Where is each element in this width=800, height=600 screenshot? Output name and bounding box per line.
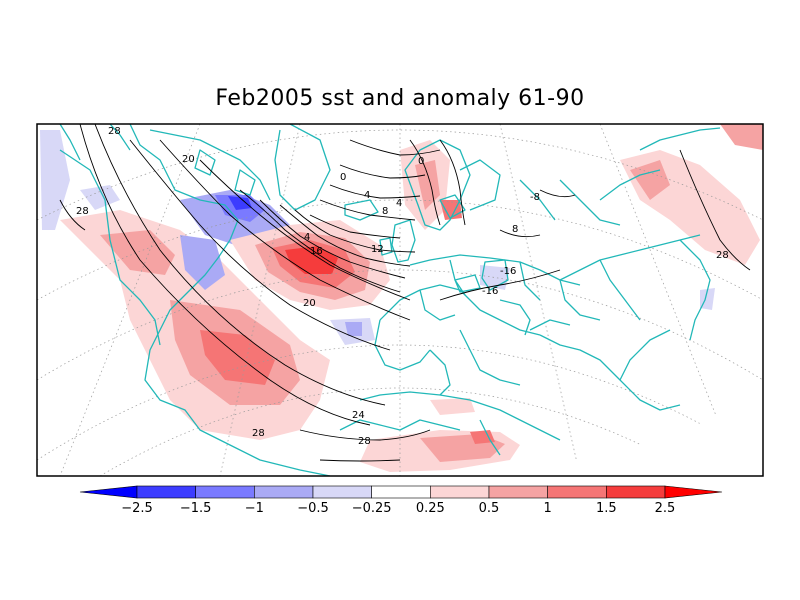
contour-label: 28 bbox=[358, 436, 371, 447]
contour-label: 28 bbox=[716, 250, 729, 261]
contour-label: 28 bbox=[76, 206, 89, 217]
colorbar-swatch bbox=[430, 485, 490, 499]
colorbar-label: −1 bbox=[245, 501, 264, 516]
contour-label: 8 bbox=[382, 206, 388, 217]
contour-label: 8 bbox=[512, 224, 518, 235]
contour-label: -16 bbox=[500, 266, 516, 277]
contour-label: -16 bbox=[482, 286, 498, 297]
colorbar-swatch bbox=[254, 485, 314, 499]
colorbar-label: −1.5 bbox=[180, 501, 212, 516]
anomaly-patch-cold-newfoundland-peak bbox=[228, 196, 252, 210]
contour-label: 28 bbox=[252, 428, 265, 439]
colorbar: −2.5 −1.5 −1 −0.5 −0.25 0.25 0.5 1 1.5 2.5 bbox=[79, 485, 723, 516]
contour-label: 24 bbox=[352, 410, 365, 421]
anomaly-patch-warm-mediterranean-peak bbox=[470, 430, 495, 444]
contour-label: 4 bbox=[396, 198, 402, 209]
map-title: Feb2005 sst and anomaly 61-90 bbox=[215, 86, 585, 111]
colorbar-swatch bbox=[136, 485, 196, 499]
anomaly-patch-warm-pacific-top bbox=[720, 124, 763, 150]
anomaly-patch-cold-small bbox=[80, 185, 120, 210]
colorbar-swatch bbox=[547, 485, 607, 499]
anomaly-patch-warm-midatlantic-peak bbox=[285, 246, 338, 274]
anomaly-patch-warm-norway-core bbox=[415, 160, 440, 210]
contour-labels: 28 20 28 0 4 4 8 8 4 16 12 0 20 24 28 28 bbox=[76, 126, 729, 447]
contour-label: 20 bbox=[303, 298, 316, 309]
colorbar-label: 1.5 bbox=[596, 501, 617, 516]
coastlines bbox=[59, 124, 721, 476]
colorbar-arrow-low bbox=[79, 485, 138, 499]
outside-domain bbox=[400, 394, 763, 476]
anomaly-patch-warm-aegean bbox=[430, 398, 475, 415]
contour-label: 12 bbox=[371, 244, 384, 255]
contour-label: 4 bbox=[304, 232, 310, 243]
contour-label: 4 bbox=[364, 190, 370, 201]
contour-label: 16 bbox=[310, 246, 323, 257]
map-frame bbox=[36, 123, 764, 477]
anomaly-patch-cold-gulfstream bbox=[180, 235, 225, 290]
contour-label: 0 bbox=[418, 156, 424, 167]
anomaly-patch-warm-subtropical-peak bbox=[200, 330, 275, 385]
contour-label: 28 bbox=[108, 126, 121, 137]
colorbar-label: 0.5 bbox=[479, 501, 500, 516]
anomaly-patch-cold-iberia-core bbox=[345, 322, 362, 336]
colorbar-swatch bbox=[371, 485, 431, 499]
colorbar-label: −2.5 bbox=[121, 501, 153, 516]
contour-label: -8 bbox=[530, 192, 540, 203]
contour-label: 0 bbox=[340, 172, 346, 183]
colorbar-swatch bbox=[312, 485, 372, 499]
colorbar-label: 1 bbox=[544, 501, 552, 516]
anomaly-patch-cold-pacific-small bbox=[700, 288, 715, 310]
colorbar-swatch bbox=[195, 485, 255, 499]
contour-label: 20 bbox=[182, 154, 195, 165]
sst-contours bbox=[59, 124, 751, 462]
colorbar-label: −0.5 bbox=[297, 501, 329, 516]
colorbar-arrow-high bbox=[664, 485, 723, 499]
map-area: 28 20 28 0 4 4 8 8 4 16 12 0 20 24 28 28 bbox=[37, 124, 763, 476]
colorbar-swatch bbox=[488, 485, 548, 499]
colorbar-swatch bbox=[606, 485, 666, 499]
colorbar-label: 0.25 bbox=[416, 501, 445, 516]
colorbar-label: 2.5 bbox=[655, 501, 676, 516]
anomaly-patch-warm-west bbox=[100, 230, 175, 275]
colorbar-label: −0.25 bbox=[352, 501, 392, 516]
